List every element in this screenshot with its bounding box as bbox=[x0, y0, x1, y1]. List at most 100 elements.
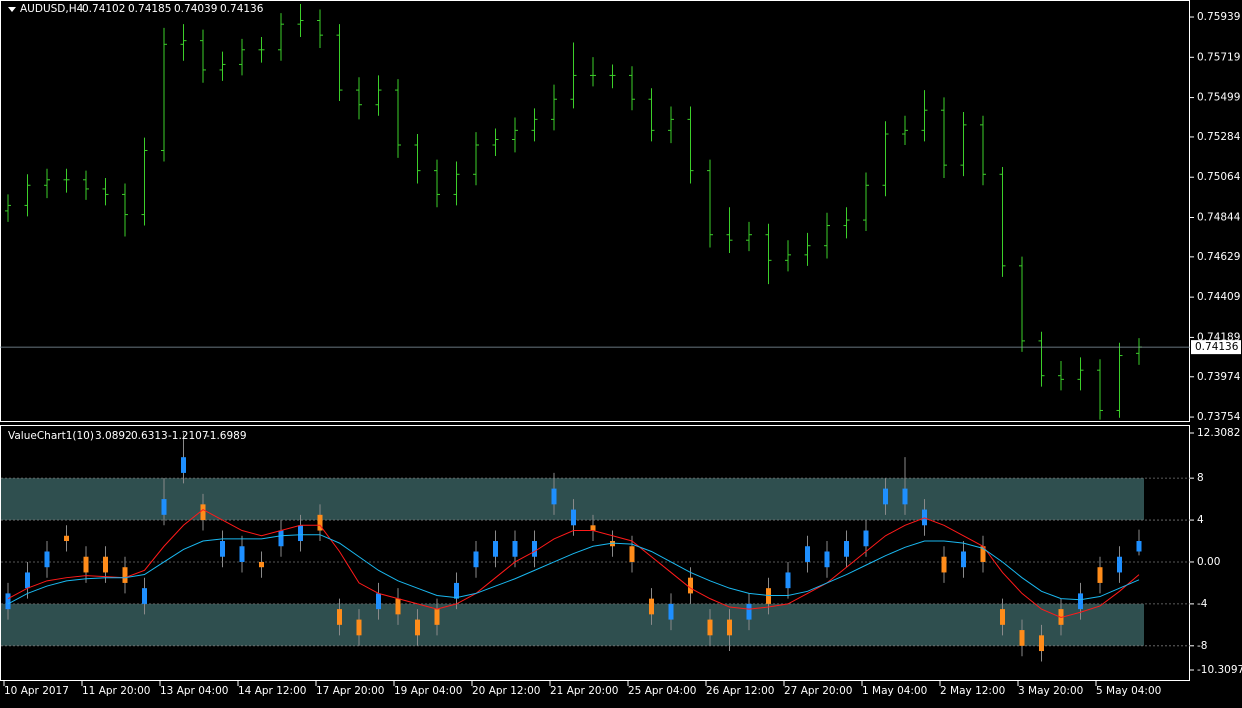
candle-body bbox=[805, 546, 810, 562]
header-high: 0.74185 bbox=[128, 3, 171, 15]
y-tick-label: 0.73974 bbox=[1197, 371, 1241, 383]
y-tick-label: 0.73754 bbox=[1197, 411, 1241, 423]
indicator-title: ValueChart1(10) bbox=[8, 430, 94, 442]
header-low: 0.6313 bbox=[131, 430, 168, 442]
collapse-icon[interactable] bbox=[8, 7, 16, 12]
indicator-line bbox=[7, 508, 1140, 619]
y-tick-label: -8 bbox=[1197, 640, 1207, 652]
candle-body bbox=[746, 603, 752, 620]
candle-body bbox=[883, 488, 888, 505]
candle-body bbox=[532, 541, 537, 557]
y-tick-label: 0.74844 bbox=[1197, 211, 1241, 223]
x-tick-label: 2 May 12:00 bbox=[940, 685, 1005, 697]
candle-body bbox=[473, 551, 479, 568]
candle-body bbox=[1000, 609, 1005, 625]
header-line-value: -1.2107 bbox=[168, 430, 209, 442]
candle-body bbox=[298, 525, 303, 542]
zone-band bbox=[1, 603, 1144, 646]
candle-body bbox=[181, 457, 186, 473]
candle-body bbox=[902, 488, 908, 505]
y-tick-label: 0.00 bbox=[1197, 556, 1220, 568]
x-tick-label: 13 Apr 04:00 bbox=[160, 685, 228, 697]
y-tick-label: 12.3082 bbox=[1197, 427, 1240, 439]
candle-body bbox=[688, 577, 693, 594]
x-tick-label: 17 Apr 20:00 bbox=[316, 685, 384, 697]
candle-body bbox=[863, 530, 869, 547]
candle-body bbox=[610, 541, 615, 547]
y-tick-label: 0.74409 bbox=[1197, 291, 1240, 303]
y-tick-label: 4 bbox=[1197, 514, 1204, 526]
candle-body bbox=[512, 541, 518, 557]
candle-body bbox=[356, 619, 362, 636]
y-tick-label: 0.75284 bbox=[1197, 131, 1241, 143]
candle-body bbox=[5, 593, 11, 610]
candle-body bbox=[590, 525, 596, 531]
candle-body bbox=[727, 619, 732, 636]
y-tick-label: 0.75064 bbox=[1197, 171, 1241, 183]
price-label-box bbox=[1191, 340, 1241, 355]
header-low: 0.74039 bbox=[174, 3, 217, 15]
x-tick-label: 11 Apr 20:00 bbox=[82, 685, 150, 697]
x-tick-label: 14 Apr 12:00 bbox=[238, 685, 306, 697]
y-tick-label: 0.75499 bbox=[1197, 92, 1240, 104]
candle-body bbox=[649, 598, 654, 615]
header-open: 0.74102 bbox=[82, 3, 125, 15]
y-tick-label: -10.3097 bbox=[1197, 664, 1242, 676]
candle-body bbox=[941, 556, 947, 573]
y-tick-label: 8 bbox=[1197, 472, 1204, 484]
candle-body bbox=[376, 593, 381, 610]
candle-body bbox=[1039, 635, 1044, 652]
candle-body bbox=[454, 582, 459, 599]
y-tick-label: 0.75939 bbox=[1197, 11, 1240, 23]
candle-body bbox=[571, 509, 576, 526]
indicator-panel-frame bbox=[0, 425, 1190, 681]
x-tick-label: 10 Apr 2017 bbox=[4, 685, 69, 697]
y-tick-label: 0.75719 bbox=[1197, 51, 1240, 63]
candle-body bbox=[415, 619, 420, 636]
header-line-value: -1.6989 bbox=[206, 430, 247, 442]
candle-body bbox=[25, 572, 30, 589]
header-close: 0.74136 bbox=[220, 3, 264, 15]
candle-body bbox=[103, 556, 108, 573]
x-tick-label: 19 Apr 04:00 bbox=[394, 685, 462, 697]
candle-body bbox=[337, 609, 342, 625]
x-tick-label: 20 Apr 12:00 bbox=[472, 685, 540, 697]
candle-body bbox=[220, 541, 225, 557]
candle-body bbox=[64, 535, 69, 542]
candle-body bbox=[122, 567, 128, 583]
x-tick-label: 3 May 20:00 bbox=[1018, 685, 1083, 697]
candle-body bbox=[551, 488, 557, 505]
candle-body bbox=[961, 551, 966, 568]
candle-body bbox=[278, 530, 284, 547]
x-tick-label: 5 May 04:00 bbox=[1096, 685, 1161, 697]
chart-title: AUDUSD,H4 bbox=[20, 3, 84, 15]
x-tick-label: 1 May 04:00 bbox=[862, 685, 927, 697]
candle-body bbox=[434, 609, 440, 625]
candle-body bbox=[785, 572, 791, 589]
x-tick-label: 27 Apr 20:00 bbox=[784, 685, 852, 697]
candle-body bbox=[493, 541, 498, 557]
candle-body bbox=[668, 603, 674, 620]
indicator-line bbox=[7, 534, 1140, 605]
header-high: 3.0892 bbox=[95, 430, 132, 442]
candle-body bbox=[161, 499, 167, 515]
candle-body bbox=[1136, 541, 1142, 552]
candle-body bbox=[83, 556, 89, 573]
candle-body bbox=[1078, 593, 1083, 610]
y-tick-label: 0.74629 bbox=[1197, 251, 1240, 263]
candle-body bbox=[259, 561, 264, 568]
candle-body bbox=[1117, 556, 1122, 573]
candle-body bbox=[142, 588, 147, 604]
y-tick-label: -4 bbox=[1197, 598, 1208, 610]
x-tick-label: 26 Apr 12:00 bbox=[706, 685, 774, 697]
x-tick-label: 25 Apr 04:00 bbox=[628, 685, 696, 697]
price-panel-frame bbox=[0, 0, 1190, 422]
candle-body bbox=[766, 588, 771, 604]
candle-body bbox=[1097, 567, 1103, 583]
candle-body bbox=[844, 541, 849, 557]
candle-body bbox=[629, 546, 635, 562]
candle-body bbox=[824, 551, 830, 568]
price-label: 0.74136 bbox=[1195, 341, 1239, 353]
candle-body bbox=[1019, 630, 1025, 646]
